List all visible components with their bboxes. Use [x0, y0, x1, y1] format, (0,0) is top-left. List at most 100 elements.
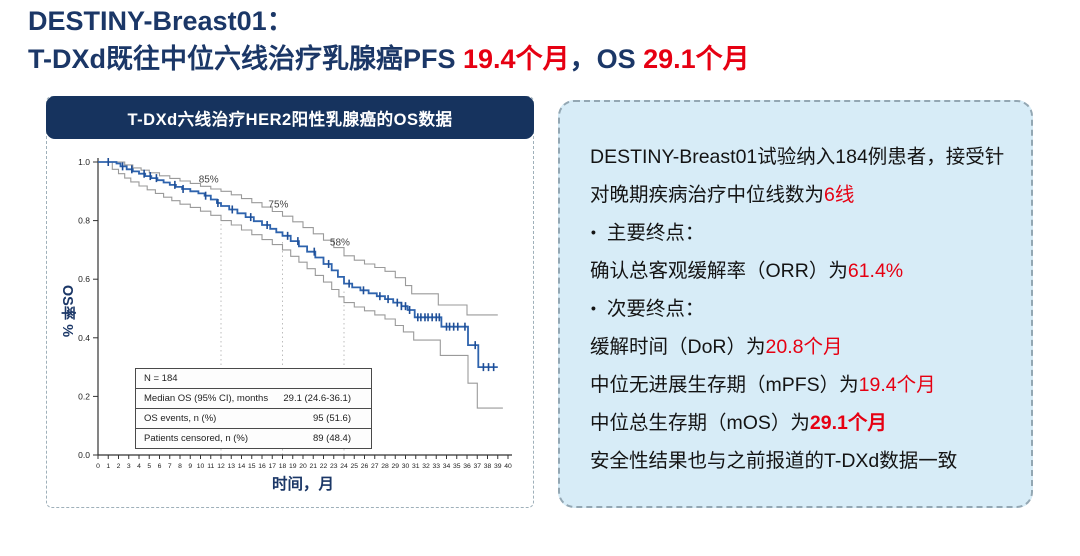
- row-value: 95 (51.6): [312, 413, 351, 424]
- x-tick-label: 5: [147, 463, 151, 470]
- highlight-value: 29.1个月: [643, 44, 750, 74]
- x-tick-label: 2: [117, 463, 121, 470]
- y-tick-label: 0.8: [78, 216, 90, 226]
- survival-annotation: 85%: [199, 175, 219, 186]
- bullet-icon: •: [590, 224, 596, 242]
- x-tick-label: 14: [238, 463, 246, 470]
- summary-line: 中位无进展生存期（mPFS）为19.4个月: [590, 366, 1013, 404]
- slide-title: DESTINY-Breast01： T-DXd既往中位六线治疗乳腺癌PFS 19…: [28, 2, 750, 78]
- x-tick-label: 39: [494, 463, 502, 470]
- x-tick-label: 22: [320, 463, 328, 470]
- text-segment: 安全性结果也与之前报道的T-DXd数据一致: [590, 450, 958, 472]
- km-chart: 1.0 0.8 0.6 0.4 0.2 0.0 0 1 2 3 4 5 6 7 8 9 10 11 12 13 14 15…: [47, 143, 533, 507]
- chart-header: T-DXd六线治疗HER2阳性乳腺癌的OS数据: [46, 96, 534, 139]
- text-segment: 缓解时间（DoR）为: [590, 336, 766, 358]
- text-segment: 确认总客观缓解率（ORR）为: [590, 260, 848, 282]
- km-survival-plot: 1.00.80.60.40.20.00 1 2 3 4 5 6 7 8 9 10 11 12 13 14 15…: [59, 157, 512, 493]
- x-tick-label: 3: [127, 463, 131, 470]
- x-tick-label: 10: [197, 463, 205, 470]
- x-tick-label: 0: [96, 463, 100, 470]
- row-label: Patients censored, n (%): [144, 433, 249, 444]
- text-segment: DESTINY-Breast01试验纳入184例患者，接受针对晚期疾病治疗中位线…: [590, 146, 1005, 206]
- table-row: Median OS (95% CI), months 29.1 (24.6-36…: [135, 388, 372, 409]
- y-axis-label: OS率 %: [59, 285, 77, 337]
- table-row: Patients censored, n (%) 89 (48.4): [135, 428, 372, 449]
- highlight-value: 6线: [824, 184, 855, 206]
- x-tick-label: 36: [463, 463, 471, 470]
- x-tick-label: 20: [299, 463, 307, 470]
- x-tick-label: 15: [248, 463, 256, 470]
- x-tick-label: 34: [443, 463, 451, 470]
- x-tick-label: 30: [402, 463, 410, 470]
- text-segment: 次要终点：: [606, 298, 705, 320]
- x-tick-label: 25: [350, 463, 358, 470]
- summary-line: 安全性结果也与之前报道的T-DXd数据一致: [590, 442, 1013, 480]
- x-tick-label: 8: [178, 463, 182, 470]
- title-line-1: DESTINY-Breast01：: [28, 6, 294, 36]
- x-tick-label: 4: [137, 463, 141, 470]
- censor-marks: [107, 158, 495, 372]
- km-chart-panel: T-DXd六线治疗HER2阳性乳腺癌的OS数据 1.0 0.8 0.6 0.4 0.2 0…: [46, 96, 534, 508]
- row-value: 89 (48.4): [312, 433, 351, 444]
- x-tick-label: 32: [422, 463, 430, 470]
- x-tick-label: 33: [432, 463, 440, 470]
- km-estimate-curve: [98, 161, 498, 368]
- row-label: N = 184: [144, 373, 178, 384]
- stats-table: N = 184 Median OS (95% CI), months 29.1 …: [135, 368, 372, 449]
- summary-line: 缓解时间（DoR）为20.8个月: [590, 328, 1013, 366]
- summary-line: DESTINY-Breast01试验纳入184例患者，接受针对晚期疾病治疗中位线…: [590, 138, 1013, 214]
- highlight-value: 20.8个月: [765, 336, 843, 358]
- x-tick-label: 28: [381, 463, 389, 470]
- x-axis-label: 时间，月: [272, 474, 334, 493]
- x-tick-label: 23: [330, 463, 338, 470]
- x-tick-label: 1: [106, 463, 110, 470]
- x-tick-label: 21: [309, 463, 317, 470]
- x-tick-label: 24: [340, 463, 348, 470]
- summary-line: 中位总生存期（mOS）为29.1个月: [590, 404, 1013, 442]
- x-tick-label: 17: [268, 463, 276, 470]
- text-segment: 中位无进展生存期（mPFS）为: [590, 374, 859, 396]
- summary-panel: DESTINY-Breast01试验纳入184例患者，接受针对晚期疾病治疗中位线…: [558, 100, 1033, 508]
- row-label: OS events, n (%): [144, 413, 217, 424]
- highlight-value: 29.1个月: [809, 412, 887, 434]
- y-tick-label: 0.0: [78, 450, 90, 460]
- ci-lower-curve: [98, 161, 503, 409]
- highlight-value: 19.4个月: [858, 374, 936, 396]
- x-tick-label: 38: [484, 463, 492, 470]
- row-label: Median OS (95% CI), months: [144, 393, 269, 404]
- x-tick-label: 27: [371, 463, 379, 470]
- x-tick-label: 40: [504, 463, 512, 470]
- y-tick-label: 1.0: [78, 157, 90, 167]
- highlight-value: 19.4个月: [463, 44, 570, 74]
- x-tick-label: 29: [391, 463, 399, 470]
- x-tick-label: 16: [258, 463, 266, 470]
- axes: 1.00.80.60.40.20.00 1 2 3 4 5 6 7 8 9 10 11 12 13 14 15…: [78, 157, 512, 470]
- survival-annotation: 58%: [330, 238, 350, 249]
- x-tick-label: 35: [453, 463, 461, 470]
- summary-line: • 次要终点：: [590, 290, 1013, 328]
- x-tick-label: 9: [188, 463, 192, 470]
- table-row: OS events, n (%) 95 (51.6): [135, 408, 372, 429]
- highlight-value: 61.4%: [847, 260, 904, 282]
- x-tick-label: 26: [361, 463, 369, 470]
- text-segment: ，OS: [569, 44, 644, 74]
- table-row: N = 184: [135, 368, 372, 389]
- x-tick-label: 19: [289, 463, 297, 470]
- x-tick-label: 18: [279, 463, 287, 470]
- survival-annotation: 75%: [268, 199, 288, 210]
- x-tick-label: 13: [227, 463, 235, 470]
- x-tick-label: 6: [158, 463, 162, 470]
- y-tick-label: 0.6: [78, 274, 90, 284]
- y-tick-label: 0.2: [78, 391, 90, 401]
- summary-line: 确认总客观缓解率（ORR）为61.4%: [590, 252, 1013, 290]
- x-tick-label: 12: [217, 463, 225, 470]
- ci-upper-curve: [98, 161, 498, 316]
- x-tick-label: 11: [207, 463, 214, 470]
- x-tick-label: 7: [168, 463, 172, 470]
- summary-line: • 主要终点：: [590, 214, 1013, 252]
- text-segment: 中位总生存期（mOS）为: [590, 412, 810, 434]
- bullet-icon: •: [590, 300, 596, 318]
- row-value: 29.1 (24.6-36.1): [283, 393, 351, 404]
- text-segment: 主要终点：: [606, 222, 705, 244]
